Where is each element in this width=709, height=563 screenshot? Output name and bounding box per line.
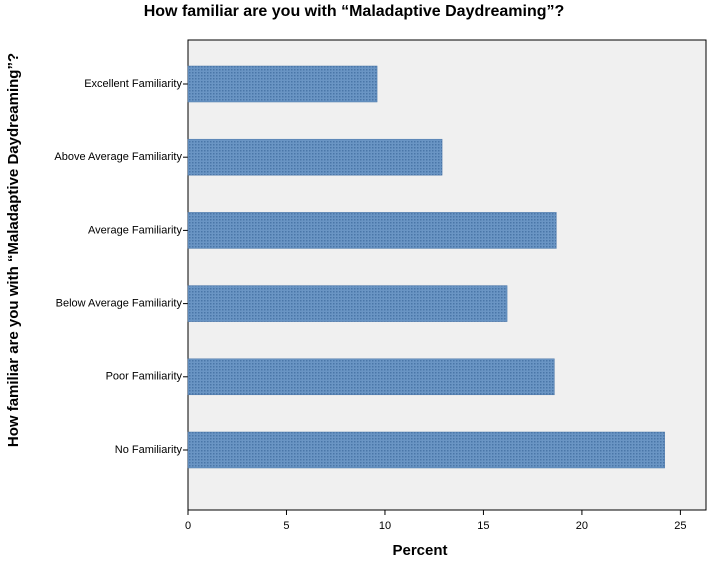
plot-area (187, 39, 707, 511)
y-tick-label: Poor Familiarity (106, 371, 183, 383)
y-tick-label: Excellent Familiarity (84, 78, 182, 90)
bar (187, 212, 557, 249)
x-tick-label: 20 (576, 520, 588, 532)
x-tick-label: 15 (477, 520, 489, 532)
y-tick-label: Average Familiarity (88, 224, 182, 236)
chart-title: How familiar are you with “Maladaptive D… (144, 3, 565, 20)
x-tick-label: 10 (379, 520, 391, 532)
y-tick-label: No Familiarity (115, 444, 183, 456)
bar (187, 358, 555, 396)
x-tick-label: 0 (185, 520, 191, 532)
y-axis-title: How familiar are you with “Maladaptive D… (5, 53, 22, 447)
bar (187, 138, 443, 176)
bar (187, 431, 665, 469)
x-tick-label: 25 (674, 520, 686, 532)
x-axis-title: Percent (392, 542, 447, 559)
y-tick-label: Above Average Familiarity (54, 151, 182, 163)
y-tick-label: Below Average Familiarity (56, 298, 183, 310)
x-tick-label: 5 (283, 520, 289, 532)
bar (187, 285, 508, 322)
bar (187, 65, 378, 103)
